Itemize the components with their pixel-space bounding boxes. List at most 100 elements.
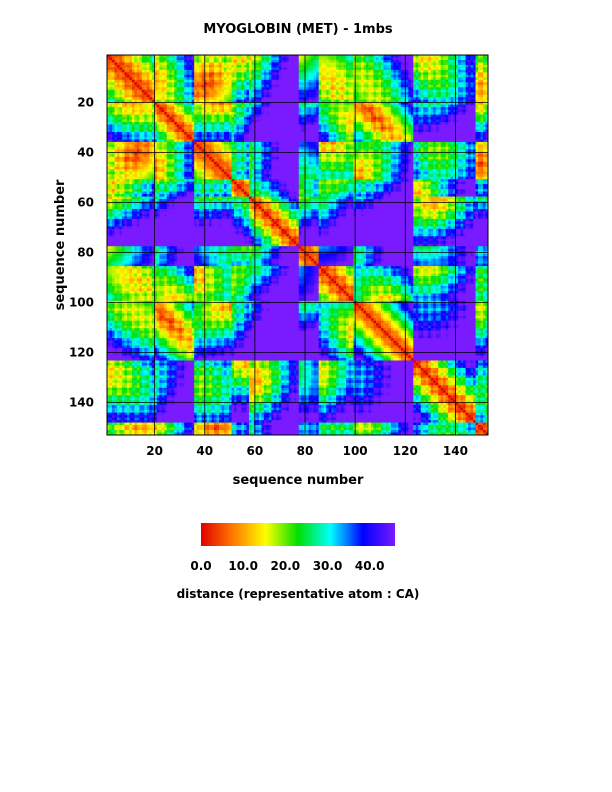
heatmap-cell xyxy=(127,60,130,63)
heatmap-cell xyxy=(438,117,441,120)
heatmap-cell xyxy=(306,115,309,118)
heatmap-cell xyxy=(256,77,259,80)
heatmap-cell xyxy=(351,75,354,78)
heatmap-cell xyxy=(294,65,297,68)
heatmap-cell xyxy=(339,90,342,93)
heatmap-cell xyxy=(373,72,376,75)
heatmap-cell xyxy=(466,127,469,130)
heatmap-cell xyxy=(236,92,239,95)
heatmap-cell xyxy=(294,82,297,85)
heatmap-cell xyxy=(421,60,424,63)
heatmap-cell xyxy=(241,112,244,115)
heatmap-cell xyxy=(207,105,210,108)
heatmap-cell xyxy=(408,80,411,83)
heatmap-cell xyxy=(227,130,230,133)
heatmap-cell xyxy=(157,92,160,95)
heatmap-cell xyxy=(291,125,294,128)
heatmap-cell xyxy=(147,120,150,123)
heatmap-cell xyxy=(167,65,170,68)
heatmap-cell xyxy=(194,80,197,83)
heatmap-cell xyxy=(261,62,264,65)
heatmap-cell xyxy=(124,60,127,63)
heatmap-cell xyxy=(234,130,237,133)
heatmap-cell xyxy=(281,65,284,68)
heatmap-cell xyxy=(119,115,122,118)
heatmap-cell xyxy=(266,72,269,75)
heatmap-cell xyxy=(356,112,359,115)
heatmap-cell xyxy=(436,92,439,95)
heatmap-cell xyxy=(483,87,486,90)
heatmap-cell xyxy=(119,90,122,93)
heatmap-cell xyxy=(284,115,287,118)
heatmap-cell xyxy=(227,62,230,65)
heatmap-cell xyxy=(227,117,230,120)
heatmap-cell xyxy=(331,127,334,130)
heatmap-cell xyxy=(438,62,441,65)
heatmap-cell xyxy=(157,80,160,83)
heatmap-cell xyxy=(301,117,304,120)
heatmap-cell xyxy=(431,75,434,78)
heatmap-cell xyxy=(368,75,371,78)
heatmap-cell xyxy=(448,70,451,73)
heatmap-cell xyxy=(371,125,374,128)
heatmap-cell xyxy=(212,112,215,115)
heatmap-cell xyxy=(132,65,135,68)
heatmap-cell xyxy=(299,77,302,80)
heatmap-cell xyxy=(471,70,474,73)
heatmap-cell xyxy=(359,112,362,115)
heatmap-cell xyxy=(349,65,352,68)
heatmap-cell xyxy=(259,134,262,137)
heatmap-cell xyxy=(431,120,434,123)
heatmap-cell xyxy=(451,62,454,65)
heatmap-cell xyxy=(124,80,127,83)
heatmap-cell xyxy=(339,120,342,123)
heatmap-cell xyxy=(284,107,287,110)
heatmap-cell xyxy=(259,60,262,63)
heatmap-cell xyxy=(334,95,337,98)
heatmap-cell xyxy=(112,95,115,98)
heatmap-cell xyxy=(331,87,334,90)
heatmap-cell xyxy=(321,70,324,73)
heatmap-cell xyxy=(401,70,404,73)
heatmap-cell xyxy=(112,130,115,133)
heatmap-cell xyxy=(448,82,451,85)
heatmap-cell xyxy=(244,80,247,83)
heatmap-cell xyxy=(276,117,279,120)
heatmap-cell xyxy=(232,122,235,125)
heatmap-cell xyxy=(172,70,175,73)
heatmap-cell xyxy=(179,122,182,125)
heatmap-cell xyxy=(413,80,416,83)
heatmap-cell xyxy=(117,82,120,85)
heatmap-cell xyxy=(363,80,366,83)
heatmap-cell xyxy=(132,132,135,135)
heatmap-cell xyxy=(134,87,137,90)
heatmap-cell xyxy=(127,90,130,93)
heatmap-cell xyxy=(167,115,170,118)
heatmap-cell xyxy=(219,110,222,113)
heatmap-cell xyxy=(289,105,292,108)
heatmap-cell xyxy=(371,62,374,65)
heatmap-cell xyxy=(142,107,145,110)
heatmap-cell xyxy=(349,107,352,110)
heatmap-cell xyxy=(266,67,269,70)
heatmap-cell xyxy=(426,117,429,120)
heatmap-cell xyxy=(373,85,376,88)
heatmap-cell xyxy=(142,122,145,125)
heatmap-cell xyxy=(117,67,120,70)
heatmap-cell xyxy=(222,62,225,65)
heatmap-cell xyxy=(291,134,294,137)
heatmap-cell xyxy=(294,87,297,90)
heatmap-cell xyxy=(306,117,309,120)
heatmap-cell xyxy=(294,107,297,110)
heatmap-cell xyxy=(309,112,312,115)
heatmap-cell xyxy=(114,82,117,85)
heatmap-cell xyxy=(476,60,479,63)
heatmap-cell xyxy=(184,115,187,118)
heatmap-cell xyxy=(299,87,302,90)
heatmap-cell xyxy=(451,130,454,133)
heatmap-cell xyxy=(316,80,319,83)
heatmap-cell xyxy=(164,65,167,68)
heatmap-cell xyxy=(286,117,289,120)
heatmap-cell xyxy=(241,125,244,128)
heatmap-cell xyxy=(458,122,461,125)
